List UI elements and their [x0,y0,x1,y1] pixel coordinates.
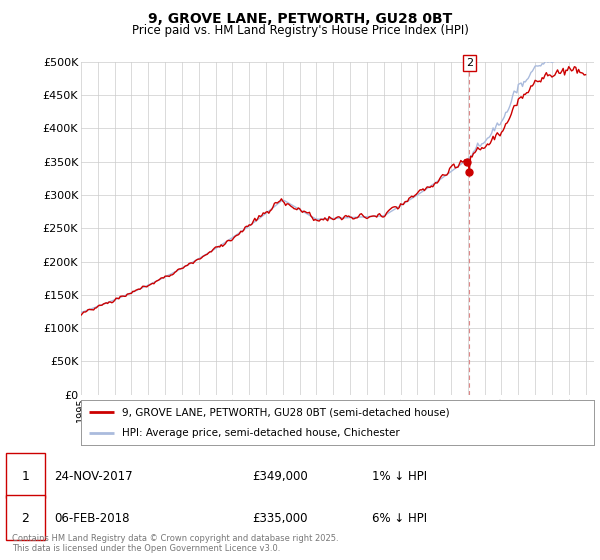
Text: £335,000: £335,000 [252,512,308,525]
Text: 9, GROVE LANE, PETWORTH, GU28 0BT (semi-detached house): 9, GROVE LANE, PETWORTH, GU28 0BT (semi-… [122,408,449,418]
Text: 06-FEB-2018: 06-FEB-2018 [54,512,130,525]
Text: 9, GROVE LANE, PETWORTH, GU28 0BT: 9, GROVE LANE, PETWORTH, GU28 0BT [148,12,452,26]
Text: HPI: Average price, semi-detached house, Chichester: HPI: Average price, semi-detached house,… [122,428,400,438]
Text: 6% ↓ HPI: 6% ↓ HPI [372,512,427,525]
Text: 1: 1 [22,470,29,483]
Text: £349,000: £349,000 [252,470,308,483]
Text: 2: 2 [466,58,473,68]
Text: 1% ↓ HPI: 1% ↓ HPI [372,470,427,483]
Text: Contains HM Land Registry data © Crown copyright and database right 2025.
This d: Contains HM Land Registry data © Crown c… [12,534,338,553]
Text: 2: 2 [22,512,29,525]
Text: Price paid vs. HM Land Registry's House Price Index (HPI): Price paid vs. HM Land Registry's House … [131,24,469,37]
Text: 24-NOV-2017: 24-NOV-2017 [54,470,133,483]
